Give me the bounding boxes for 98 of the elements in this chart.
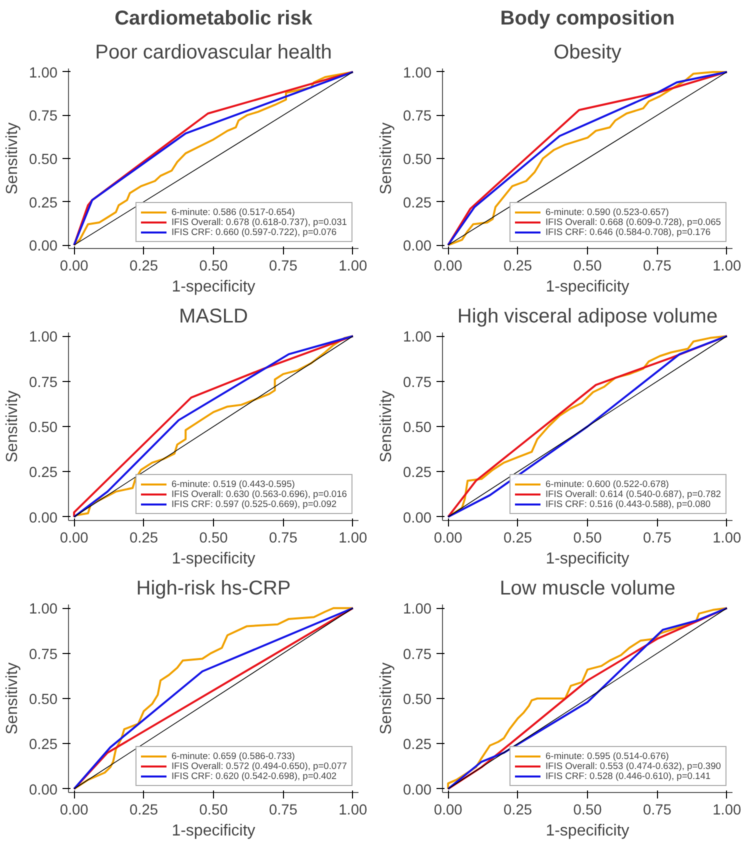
y-tick-label: 0.00 — [402, 238, 432, 255]
legend-label: 6-minute: 0.659 (0.586-0.733) — [171, 751, 295, 761]
x-tick-label: 0.25 — [130, 530, 158, 546]
y-tick-label: 1.00 — [28, 602, 58, 618]
y-tick-label: 0.00 — [28, 238, 58, 255]
legend-label: 6-minute: 0.590 (0.523-0.657) — [545, 207, 669, 217]
y-tick-label: 0.25 — [28, 195, 58, 212]
y-tick-label: 0.50 — [402, 152, 432, 168]
x-tick-label: 0.00 — [60, 258, 88, 274]
legend-label: 6-minute: 0.519 (0.443-0.595) — [171, 479, 295, 489]
y-tick-label: 0.75 — [28, 646, 58, 663]
y-axis-title: Sensitivity — [4, 390, 21, 463]
y-tick-label: 0.75 — [28, 374, 58, 391]
y-tick-label: 1.00 — [28, 65, 58, 82]
y-tick-label: 0.75 — [402, 374, 432, 391]
y-tick-label: 0.75 — [402, 108, 432, 125]
legend-label: IFIS CRF: 0.660 (0.597-0.722), p=0.076 — [171, 227, 337, 237]
y-tick-label: 0.50 — [28, 420, 58, 436]
legend-label: 6-minute: 0.586 (0.517-0.654) — [171, 207, 295, 217]
legend-label: IFIS CRF: 0.516 (0.443-0.588), p=0.080 — [545, 499, 711, 509]
legend-label: IFIS CRF: 0.528 (0.446-0.610), p=0.141 — [545, 771, 711, 781]
y-tick-label: 0.00 — [28, 782, 58, 798]
x-tick-label: 0.75 — [268, 530, 298, 546]
y-tick-label: 0.00 — [402, 510, 432, 526]
x-tick-label: 1.00 — [338, 530, 368, 546]
y-axis-title: Sensitivity — [378, 390, 395, 463]
y-tick-label: 0.25 — [402, 737, 432, 754]
x-tick-label: 0.75 — [268, 258, 298, 274]
chart-title: MASLD — [179, 306, 248, 328]
chart-title: High visceral adipose volume — [457, 306, 718, 328]
y-tick-label: 1.00 — [402, 65, 432, 82]
x-tick-label: 1.00 — [712, 530, 742, 546]
y-tick-label: 0.50 — [28, 692, 58, 708]
legend-label: IFIS CRF: 0.597 (0.525-0.669), p=0.092 — [171, 499, 337, 509]
legend-label: IFIS Overall: 0.553 (0.474-0.632), p=0.390 — [545, 761, 721, 771]
legend-label: IFIS CRF: 0.646 (0.584-0.708), p=0.176 — [545, 227, 711, 237]
y-tick-label: 1.00 — [402, 330, 432, 346]
legend-label: IFIS Overall: 0.614 (0.540-0.687), p=0.782 — [545, 489, 721, 499]
chart-title: High-risk hs-CRP — [136, 578, 291, 600]
legend-label: 6-minute: 0.595 (0.514-0.676) — [545, 751, 669, 761]
legend-label: IFIS Overall: 0.668 (0.609-0.728), p=0.065 — [545, 217, 721, 227]
x-tick-label: 0.50 — [573, 258, 602, 274]
y-tick-label: 0.25 — [402, 465, 432, 482]
x-axis-title: 1-specificity — [546, 822, 630, 840]
x-tick-label: 0.50 — [573, 530, 602, 546]
x-tick-label: 0.00 — [434, 802, 462, 818]
x-tick-label: 0.00 — [434, 258, 462, 274]
x-tick-label: 0.75 — [642, 802, 672, 818]
x-tick-label: 0.00 — [60, 530, 88, 546]
x-tick-label: 1.00 — [712, 258, 742, 274]
legend-label: 6-minute: 0.600 (0.522-0.678) — [545, 479, 669, 489]
x-axis-title: 1-specificity — [546, 550, 630, 568]
y-axis-title: Sensitivity — [4, 662, 21, 735]
y-tick-label: 0.25 — [402, 195, 432, 212]
y-tick-label: 1.00 — [402, 602, 432, 618]
x-axis-title: 1-specificity — [172, 550, 256, 568]
y-tick-label: 0.50 — [28, 152, 58, 168]
x-tick-label: 0.50 — [199, 530, 228, 546]
x-axis-title: 1-specificity — [546, 278, 630, 296]
x-axis-title: 1-specificity — [172, 278, 256, 296]
x-tick-label: 0.50 — [199, 802, 228, 818]
y-tick-label: 0.00 — [402, 782, 432, 798]
x-tick-label: 0.75 — [268, 802, 298, 818]
y-tick-label: 0.25 — [28, 465, 58, 482]
x-tick-label: 0.25 — [504, 530, 532, 546]
y-tick-label: 0.00 — [28, 510, 58, 526]
y-tick-label: 1.00 — [28, 330, 58, 346]
x-tick-label: 0.25 — [504, 802, 532, 818]
legend-label: IFIS CRF: 0.620 (0.542-0.698), p=0.402 — [171, 771, 337, 781]
chart-title: Poor cardiovascular health — [95, 42, 332, 64]
legend-label: IFIS Overall: 0.572 (0.494-0.650), p=0.077 — [171, 761, 347, 771]
legend-label: IFIS Overall: 0.630 (0.563-0.696), p=0.016 — [171, 489, 347, 499]
y-tick-label: 0.50 — [402, 420, 432, 436]
x-tick-label: 0.75 — [642, 258, 672, 274]
y-axis-title: Sensitivity — [378, 122, 395, 195]
x-tick-label: 1.00 — [338, 258, 368, 274]
x-tick-label: 0.50 — [573, 802, 602, 818]
x-axis-title: 1-specificity — [172, 822, 256, 840]
x-tick-label: 0.50 — [199, 258, 228, 274]
x-tick-label: 0.25 — [504, 258, 532, 274]
chart-title: Low muscle volume — [500, 578, 676, 600]
chart-title: Obesity — [554, 42, 622, 64]
x-tick-label: 0.00 — [434, 530, 462, 546]
x-tick-label: 0.75 — [642, 530, 672, 546]
y-tick-label: 0.50 — [402, 692, 432, 708]
x-tick-label: 1.00 — [712, 802, 742, 818]
x-tick-label: 0.25 — [130, 802, 158, 818]
x-tick-label: 1.00 — [338, 802, 368, 818]
y-axis-title: Sensitivity — [4, 122, 21, 195]
y-axis-title: Sensitivity — [378, 662, 395, 735]
y-tick-label: 0.75 — [402, 646, 432, 663]
text: Cardiometabolic risk — [114, 8, 314, 30]
legend-label: IFIS Overall: 0.678 (0.618-0.737), p=0.031 — [171, 217, 347, 227]
text: Body composition — [500, 8, 675, 30]
x-tick-label: 0.25 — [130, 258, 158, 274]
y-tick-label: 0.25 — [28, 737, 58, 754]
y-tick-label: 0.75 — [28, 108, 58, 125]
x-tick-label: 0.00 — [60, 802, 88, 818]
